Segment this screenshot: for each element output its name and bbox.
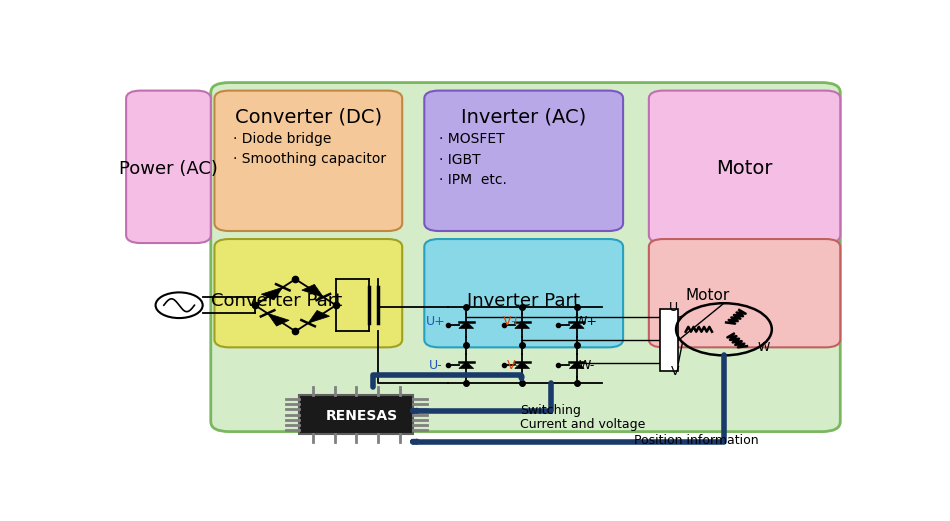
Text: Inverter (AC): Inverter (AC) [461,107,586,126]
Polygon shape [515,321,529,328]
Text: Switching: Switching [520,404,580,417]
FancyBboxPatch shape [649,91,840,243]
Text: Inverter Part: Inverter Part [467,292,580,310]
Text: Current and voltage: Current and voltage [520,418,645,431]
FancyBboxPatch shape [299,395,413,433]
Text: Converter (DC): Converter (DC) [236,107,382,126]
Text: Converter Part: Converter Part [212,292,343,310]
Text: U: U [670,301,678,314]
Text: W: W [757,341,770,354]
Text: U-: U- [428,359,442,372]
Text: V-: V- [506,359,519,372]
FancyBboxPatch shape [425,91,623,231]
Polygon shape [569,321,584,328]
Polygon shape [459,362,474,368]
Text: · Diode bridge: · Diode bridge [233,132,332,146]
Text: V+: V+ [504,315,522,328]
Text: · Smoothing capacitor: · Smoothing capacitor [233,152,386,166]
FancyBboxPatch shape [211,83,840,431]
Polygon shape [302,284,323,297]
FancyBboxPatch shape [649,239,840,348]
Text: Motor: Motor [686,288,730,303]
FancyBboxPatch shape [215,239,402,348]
FancyBboxPatch shape [660,309,678,371]
Text: W+: W+ [575,315,598,328]
Polygon shape [569,362,584,368]
FancyBboxPatch shape [126,91,211,243]
Text: U+: U+ [426,315,446,328]
Text: · IPM  etc.: · IPM etc. [439,173,507,188]
Text: · MOSFET: · MOSFET [439,132,504,146]
Text: Position information: Position information [635,434,759,447]
Polygon shape [308,311,330,323]
FancyBboxPatch shape [425,239,623,348]
FancyBboxPatch shape [215,91,402,231]
Text: V: V [671,365,679,378]
Text: RENESAS: RENESAS [326,410,398,424]
Polygon shape [261,287,283,300]
Polygon shape [459,321,474,328]
Text: Power (AC): Power (AC) [120,160,218,178]
Text: · IGBT: · IGBT [439,153,481,167]
Text: Motor: Motor [716,159,772,178]
Text: W-: W- [579,359,595,372]
Polygon shape [515,362,529,368]
Polygon shape [268,313,289,326]
